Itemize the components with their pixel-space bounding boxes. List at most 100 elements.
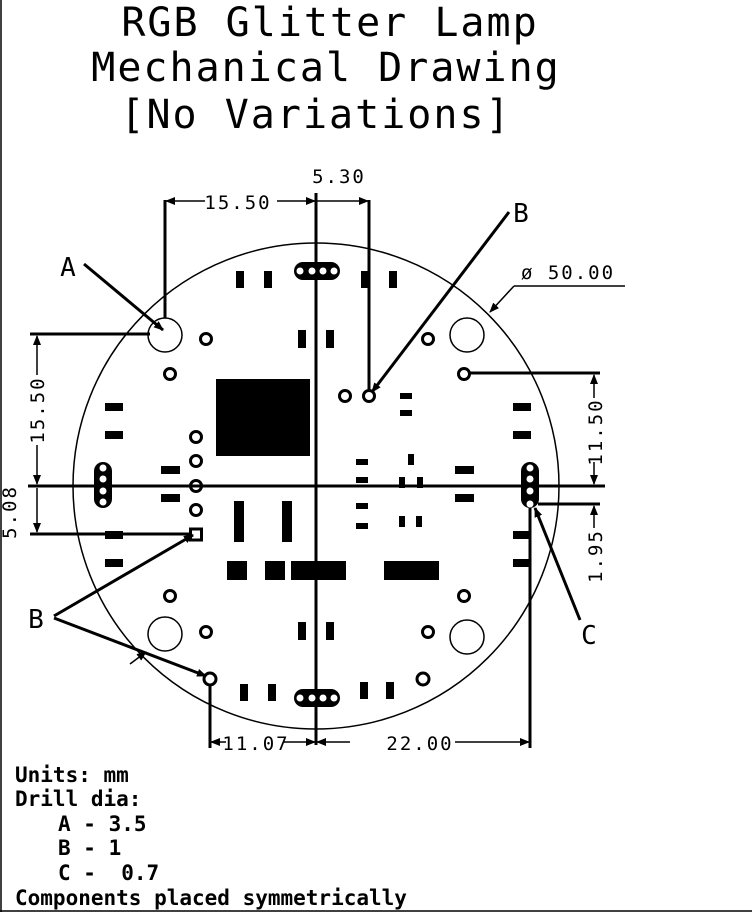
drill-b: B - 1 [58,836,121,860]
dim-top-center: 5.30 [312,166,366,188]
leader-arrow [489,285,515,313]
led-footprints [94,262,539,707]
title-block: RGB Glitter Lamp Mechanical Drawing [No … [91,0,560,138]
leader-arrow [53,533,194,618]
dim-left-height: 15.50 [27,376,49,443]
header-pin [189,430,203,444]
led-pin [319,694,327,702]
pad [282,501,292,542]
dim-right-small: 1.95 [585,529,607,583]
drill-heading: Drill dia: [15,787,141,811]
via-hole [163,367,177,381]
pad [400,410,412,416]
left-dimensions: 15.50 5.08 [0,332,190,539]
led-top [294,262,340,280]
led-pin [526,487,534,495]
via-hole [421,332,435,346]
pad [399,516,405,527]
drill-a: A - 3.5 [58,812,147,836]
led-pin-c [526,500,534,508]
pad [298,330,306,348]
pad [384,561,439,580]
via-hole [457,589,471,603]
via-hole [199,625,213,639]
pad [161,466,180,474]
pad [399,477,405,488]
pad [161,494,180,502]
leader-arrow [129,651,147,665]
drill-c: C - 0.7 [58,861,159,885]
pad [105,431,123,439]
led-pin [330,267,338,275]
placement-note: Components placed symmetrically [15,886,407,910]
via-hole [199,332,213,346]
title-line-3: [No Variations] [120,92,511,138]
led-pin [99,464,107,472]
units-note: Units: mm [15,763,129,787]
pad [227,561,247,580]
pad [240,684,248,701]
pad [356,523,368,529]
mounting-hole [147,616,183,652]
title-line-2: Mechanical Drawing [91,45,560,91]
led-pin [99,475,107,483]
pad [356,503,368,509]
diameter-callout: ø 50.00 [489,262,625,313]
via-hole-b [362,389,376,403]
callout-b-bottom: B [28,533,207,678]
pad [513,531,531,539]
pad [513,403,531,411]
pad [361,271,369,288]
led-bottom [294,689,340,707]
via-hole [421,625,435,639]
pad [268,684,276,701]
pad [455,466,474,474]
pad [105,403,123,411]
pad [234,501,244,542]
pad [356,477,368,483]
led-pin [308,267,316,275]
led-pin [296,267,304,275]
pad [417,477,423,488]
via-hole [457,367,471,381]
callout-letter: C [581,621,597,651]
callout-b-top: B [370,199,529,393]
leader-arrow [83,262,164,332]
led-pin [526,464,534,472]
pad [291,561,346,580]
pad [326,622,334,640]
header-pin [189,503,203,517]
pad [326,330,334,348]
callout-letter: B [28,605,44,635]
led-right [521,462,539,508]
pad [360,682,368,699]
ic-pad-large [216,379,310,456]
dim-top-left: 15.50 [204,192,271,214]
via-hole [163,589,177,603]
pad [455,494,474,502]
pad [356,459,368,465]
via-hole [338,389,352,403]
b-holes [163,332,471,687]
pad [389,271,397,288]
via-hole-b [202,671,218,687]
smd-pads [105,271,531,701]
led-pin [330,694,338,702]
title-line-1: RGB Glitter Lamp [121,0,538,46]
pad [513,559,531,567]
leader-arrow [533,507,582,621]
led-left [94,462,112,508]
right-dimensions: 11.50 1.95 [470,371,607,583]
led-pin [99,487,107,495]
pad [513,431,531,439]
pad [265,561,285,580]
callout-c: C [533,507,597,651]
pad [408,454,414,465]
led-pin [319,267,327,275]
led-pin [296,694,304,702]
led-pin [308,694,316,702]
leader-arrow [370,211,511,393]
pad [386,682,394,699]
callout-letter: A [60,253,76,283]
